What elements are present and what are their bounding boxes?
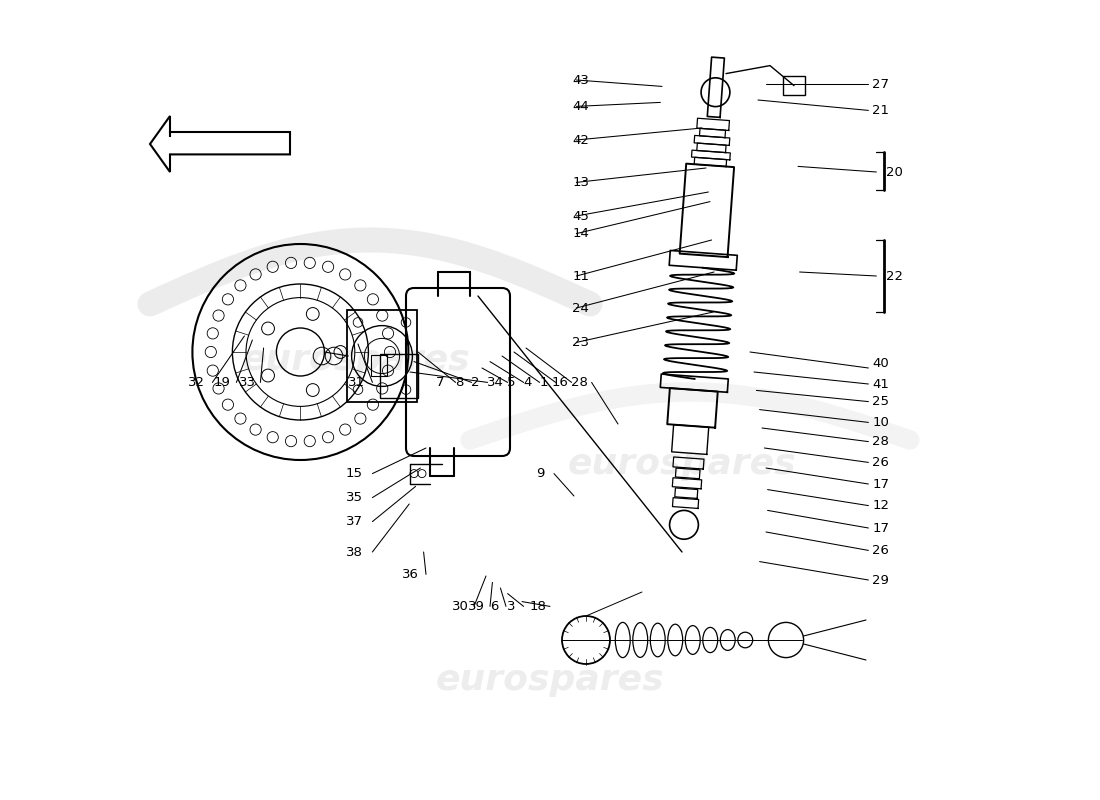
Text: 22: 22: [886, 270, 903, 282]
Text: 20: 20: [886, 166, 903, 178]
Text: 4: 4: [524, 376, 531, 389]
Text: 33: 33: [239, 376, 256, 389]
Text: 3: 3: [507, 600, 516, 613]
Text: 1: 1: [539, 376, 548, 389]
Text: 18: 18: [529, 600, 547, 613]
Text: 7: 7: [436, 376, 444, 389]
Text: 8: 8: [455, 376, 464, 389]
Text: 2: 2: [472, 376, 480, 389]
Text: 15: 15: [345, 467, 363, 480]
Text: 43: 43: [572, 74, 590, 86]
Text: 37: 37: [345, 515, 363, 528]
Text: eurospares: eurospares: [568, 447, 796, 481]
Text: 31: 31: [348, 376, 365, 389]
Text: 45: 45: [572, 210, 590, 222]
Text: 26: 26: [872, 456, 889, 469]
Text: 17: 17: [872, 478, 890, 490]
Text: 13: 13: [572, 176, 590, 189]
Text: 19: 19: [213, 376, 230, 389]
Text: 35: 35: [345, 491, 363, 504]
Text: 28: 28: [571, 376, 588, 389]
Text: 25: 25: [872, 395, 890, 408]
Text: eurospares: eurospares: [436, 663, 664, 697]
Text: 39: 39: [468, 600, 485, 613]
Text: 21: 21: [872, 104, 890, 117]
Text: 36: 36: [402, 568, 418, 581]
Text: 5: 5: [507, 376, 516, 389]
Text: 6: 6: [490, 600, 498, 613]
Text: 32: 32: [188, 376, 205, 389]
Text: 41: 41: [872, 378, 889, 390]
Text: 28: 28: [872, 435, 889, 448]
Text: 26: 26: [872, 544, 889, 557]
Text: 16: 16: [551, 376, 568, 389]
Text: 23: 23: [572, 336, 590, 349]
Text: 30: 30: [452, 600, 469, 613]
Text: 38: 38: [345, 546, 362, 558]
Text: 14: 14: [572, 227, 590, 240]
Text: 34: 34: [487, 376, 504, 389]
Text: 11: 11: [572, 270, 590, 282]
Text: 10: 10: [872, 416, 889, 429]
Text: eurospares: eurospares: [242, 343, 471, 377]
Text: 12: 12: [872, 499, 890, 512]
Text: 9: 9: [536, 467, 544, 480]
Text: 24: 24: [572, 302, 590, 314]
Text: 29: 29: [872, 574, 889, 586]
Text: 40: 40: [872, 358, 889, 370]
Text: 17: 17: [872, 522, 890, 534]
Text: 27: 27: [872, 78, 890, 90]
Polygon shape: [150, 116, 290, 172]
Text: 42: 42: [572, 134, 590, 146]
Text: 44: 44: [572, 100, 590, 113]
